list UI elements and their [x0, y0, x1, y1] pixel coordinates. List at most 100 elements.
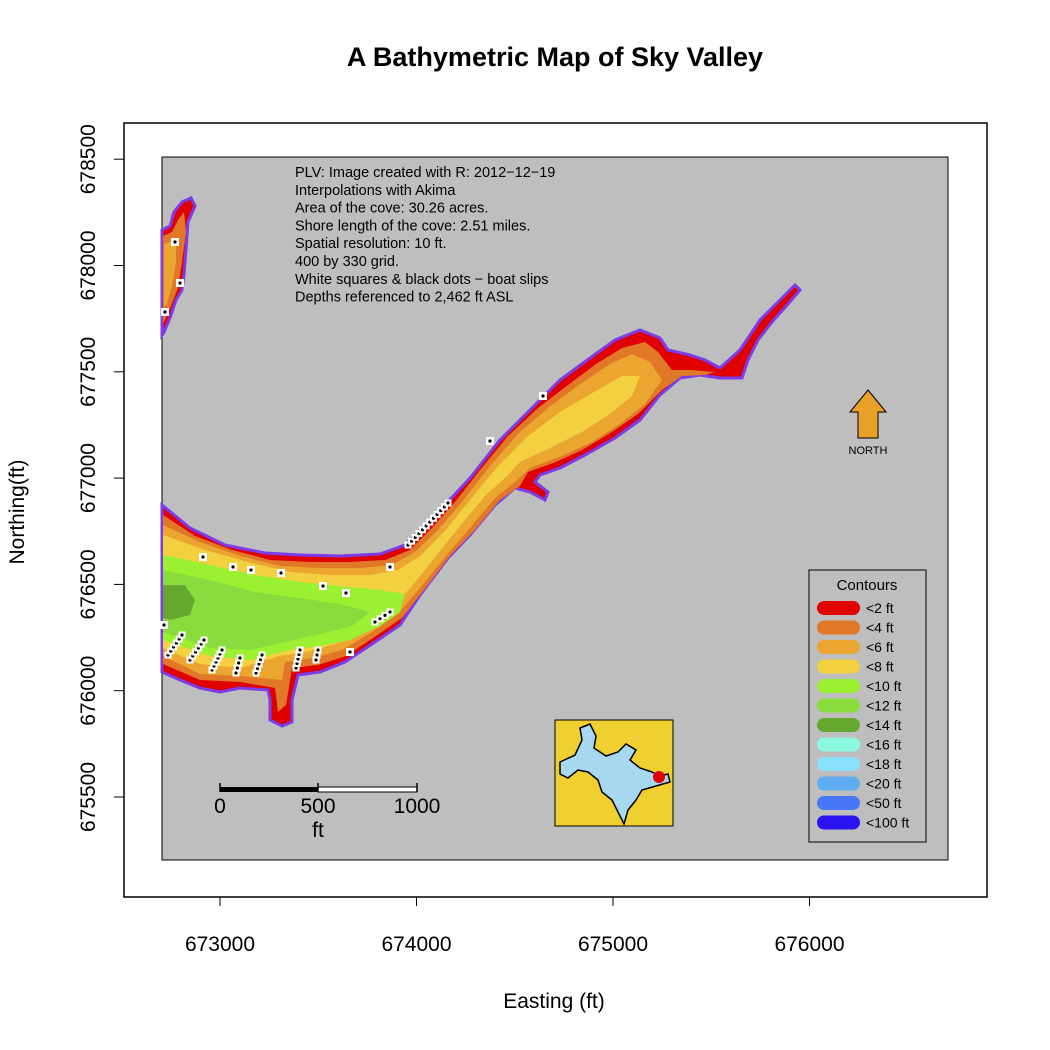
info-line: 400 by 330 grid. — [295, 254, 399, 270]
y-axis-ticks: 675500 676000 676500 677000 677500 678000 6785… — [77, 124, 124, 832]
boat-slip-dot — [173, 240, 177, 244]
x-axis-ticks: 673000 674000 675000 676000 — [185, 897, 845, 956]
boat-slip-dot — [279, 571, 283, 575]
boat-slip-dot — [316, 648, 320, 652]
boat-slip-dot — [296, 657, 300, 661]
boat-slip-dot — [378, 617, 382, 621]
legend-swatch — [817, 679, 860, 693]
lake-main-cove — [160, 282, 803, 728]
y-tick-label: 676500 — [77, 549, 100, 619]
boat-slip-dot — [237, 661, 241, 665]
boat-slip-dot — [383, 613, 387, 617]
legend-swatch — [817, 796, 860, 810]
legend-label: <4 ft — [866, 620, 894, 636]
legend-swatch — [817, 659, 860, 674]
legend-swatch — [817, 698, 860, 713]
scale-label-0: 0 — [214, 795, 226, 818]
legend-label: <16 ft — [866, 737, 902, 753]
info-line: Interpolations with Akima — [295, 183, 456, 199]
boat-slip-dot — [258, 657, 263, 662]
info-line: Spatial resolution: 10 ft. — [295, 236, 447, 252]
legend-swatch — [817, 601, 860, 615]
legend-swatch — [817, 718, 860, 732]
boat-slip-dot — [488, 439, 492, 443]
boat-slip-dot — [163, 310, 167, 314]
legend-label: <8 ft — [866, 659, 894, 675]
boat-slip-dot — [180, 633, 184, 637]
scale-bar-segment — [220, 787, 318, 792]
legend-label: <50 ft — [866, 795, 902, 811]
boat-slip-dot — [238, 656, 242, 660]
boat-slip-dot — [235, 666, 239, 670]
boat-slip-dot — [255, 666, 260, 671]
legend-swatch — [817, 757, 860, 771]
legend-title: Contours — [837, 577, 898, 594]
boat-slip-dot — [388, 565, 392, 569]
scale-bar-segment — [317, 786, 418, 793]
x-tick-label: 676000 — [774, 933, 844, 956]
inset-location-marker — [653, 771, 665, 783]
boat-slip-dot — [295, 661, 299, 666]
lake-northwest-arm — [160, 196, 197, 340]
info-line: PLV: Image created with R: 2012−12−19 — [295, 165, 555, 181]
y-tick-label: 678000 — [77, 230, 100, 300]
legend-items: <2 ft <4 ft <6 ft <8 ft <10 ft <12 ft <14 ft <1… — [817, 600, 909, 831]
boat-slip-dot — [541, 394, 545, 398]
boat-slip-dot — [201, 555, 205, 559]
x-axis-label: Easting (ft) — [503, 990, 605, 1013]
legend-label: <10 ft — [866, 678, 902, 694]
legend-swatch — [817, 737, 860, 752]
y-tick-label: 675500 — [77, 762, 100, 832]
boat-slip-dot — [388, 610, 392, 614]
boat-slip-dot — [254, 671, 258, 675]
boat-slip-dot — [297, 652, 301, 657]
legend-label: <20 ft — [866, 776, 902, 792]
x-tick-label: 674000 — [381, 933, 451, 956]
info-line: White squares & black dots − boat slips — [295, 272, 548, 288]
boat-slip-dot — [249, 568, 253, 572]
boat-slip-dot — [231, 565, 235, 569]
y-tick-label: 676000 — [77, 656, 100, 726]
legend-label: <6 ft — [866, 639, 894, 655]
x-tick-label: 673000 — [185, 933, 255, 956]
info-line: Area of the cove: 30.26 acres. — [295, 201, 488, 217]
boat-slip-dot — [315, 653, 319, 657]
legend-swatch — [817, 815, 860, 830]
map-title: A Bathymetric Map of Sky Valley — [346, 42, 764, 72]
scale-bar: 0 500 1000 ft — [214, 783, 440, 842]
boat-slip-dot — [294, 666, 298, 670]
north-label: NORTH — [849, 445, 888, 457]
boat-slip-dot — [298, 648, 302, 652]
info-line: Depths referenced to 2,462 ft ASL — [295, 290, 513, 306]
legend-label: <18 ft — [866, 756, 902, 772]
y-tick-label: 678500 — [77, 124, 100, 194]
inset-map — [554, 719, 674, 827]
scale-label-1000: 1000 — [394, 795, 441, 818]
north-arrow-icon — [848, 389, 888, 439]
info-text-block: PLV: Image created with R: 2012−12−19 Int… — [295, 165, 555, 306]
boat-slip-dot — [178, 281, 182, 285]
boat-slip-dot — [314, 658, 318, 662]
boat-slip-dot — [202, 638, 206, 642]
boat-slip-dot — [348, 650, 352, 654]
legend-label: <14 ft — [866, 717, 902, 733]
north-arrow: NORTH — [848, 389, 888, 457]
x-tick-label: 675000 — [578, 933, 648, 956]
boat-slip-dot — [446, 501, 450, 505]
boat-slip-dot — [344, 591, 348, 595]
legend-swatch — [817, 640, 860, 654]
boat-slip-dot — [257, 662, 261, 666]
scale-label-500: 500 — [300, 795, 335, 818]
legend-swatch — [817, 776, 860, 791]
boat-slip-dot — [234, 671, 238, 675]
y-tick-label: 677000 — [77, 443, 100, 513]
boat-slip-dot — [373, 620, 377, 624]
scale-unit: ft — [312, 819, 324, 842]
legend-swatch — [817, 620, 860, 635]
y-tick-label: 677500 — [77, 337, 100, 407]
legend: Contours <2 ft <4 ft <6 ft <8 ft <10 ft <12 f… — [808, 569, 927, 843]
boat-slip-dot — [321, 584, 325, 588]
boat-slip-dot — [162, 623, 166, 627]
legend-label: <100 ft — [866, 815, 909, 831]
